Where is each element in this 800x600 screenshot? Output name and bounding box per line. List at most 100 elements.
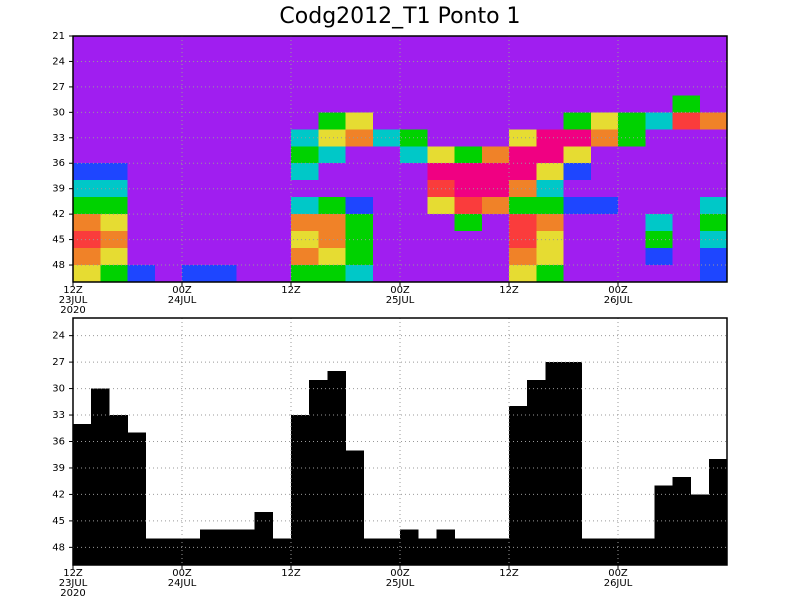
heat-cell: [563, 248, 592, 266]
heat-cell: [427, 214, 455, 232]
heat-cell: [454, 61, 483, 79]
heat-cell: [427, 146, 455, 164]
heat-cell: [699, 248, 727, 266]
heat-cell: [154, 265, 183, 282]
heat-cell: [536, 231, 564, 249]
heat-cell: [699, 146, 727, 164]
heat-cell: [291, 129, 319, 147]
heat-cell: [236, 78, 265, 96]
heat-cell: [645, 78, 673, 96]
heat-cell: [427, 163, 455, 181]
heat-cell: [509, 265, 537, 282]
heat-cell: [509, 78, 537, 96]
bar: [345, 450, 364, 565]
heat-cell: [236, 146, 265, 164]
heat-cell: [100, 180, 128, 198]
heat-cell: [236, 248, 265, 266]
heat-cell: [345, 95, 374, 113]
heat-cell: [154, 248, 183, 266]
heat-cell: [154, 44, 183, 62]
heat-cell: [182, 214, 210, 232]
heat-cell: [100, 163, 128, 181]
heat-cell: [73, 95, 101, 113]
bar: [690, 494, 710, 565]
heat-cell: [536, 44, 564, 62]
heat-cell: [454, 112, 483, 130]
heat-cell: [536, 129, 564, 147]
heat-cell: [536, 214, 564, 232]
heat-cell: [209, 180, 237, 198]
bar: [73, 423, 92, 565]
heat-cell: [345, 214, 374, 232]
heat-cell: [100, 231, 128, 249]
heat-cell: [427, 61, 455, 79]
y-tick-label: 21: [52, 31, 65, 42]
heat-cell: [182, 265, 210, 282]
heat-cell: [127, 44, 156, 62]
heat-cell: [127, 265, 156, 282]
heat-cell: [100, 95, 128, 113]
x-tick-label: 00Z 25JUL: [386, 568, 415, 589]
heat-cell: [73, 78, 101, 96]
y-tick-label: 27: [52, 357, 65, 368]
bar: [454, 538, 473, 565]
heat-cell: [590, 197, 619, 215]
heat-cell: [73, 36, 101, 45]
heat-cell: [454, 36, 483, 45]
heat-cell: [100, 78, 128, 96]
bar: [109, 415, 128, 565]
heat-cell: [209, 163, 237, 181]
heat-cell: [318, 36, 346, 45]
heat-cell: [590, 36, 619, 45]
heat-cell: [182, 78, 210, 96]
heat-cell: [73, 146, 101, 164]
heat-cell: [454, 163, 483, 181]
y-tick-label: 39: [52, 184, 65, 195]
heat-cell: [590, 112, 619, 130]
heat-cell: [236, 197, 265, 215]
heat-cell: [182, 44, 210, 62]
heat-cell: [618, 231, 646, 249]
heat-cell: [454, 248, 483, 266]
heat-cell: [73, 231, 101, 249]
heat-cell: [400, 163, 428, 181]
bar: [418, 538, 437, 565]
heat-cell: [400, 95, 428, 113]
heat-cell: [509, 112, 537, 130]
heat-cell: [318, 248, 346, 266]
heat-cell: [454, 214, 483, 232]
heat-cell: [481, 36, 510, 45]
bar: [272, 538, 292, 565]
y-tick-label: 36: [52, 437, 65, 448]
heat-cell: [645, 163, 673, 181]
heatmap: [73, 36, 727, 282]
heat-cell: [345, 197, 374, 215]
heat-cell: [645, 197, 673, 215]
heat-cell: [154, 231, 183, 249]
heat-cell: [345, 61, 374, 79]
heat-cell: [291, 36, 319, 45]
heat-cell: [563, 112, 592, 130]
heat-cell: [672, 129, 701, 147]
heat-cell: [345, 36, 374, 45]
heat-cell: [509, 163, 537, 181]
heat-cell: [400, 248, 428, 266]
heat-cell: [318, 214, 346, 232]
heat-cell: [672, 180, 701, 198]
heat-cell: [372, 265, 401, 282]
heat-cell: [536, 61, 564, 79]
heat-cell: [236, 231, 265, 249]
y-tick-label: 42: [52, 209, 65, 220]
heat-cell: [73, 61, 101, 79]
heat-cell: [209, 265, 237, 282]
y-tick-label: 36: [52, 158, 65, 169]
heat-cell: [618, 214, 646, 232]
heat-cell: [372, 231, 401, 249]
heat-cell: [618, 95, 646, 113]
heat-cell: [154, 95, 183, 113]
heat-cell: [672, 214, 701, 232]
heat-cell: [645, 146, 673, 164]
heat-cell: [400, 112, 428, 130]
heat-cell: [536, 163, 564, 181]
heat-cell: [209, 112, 237, 130]
